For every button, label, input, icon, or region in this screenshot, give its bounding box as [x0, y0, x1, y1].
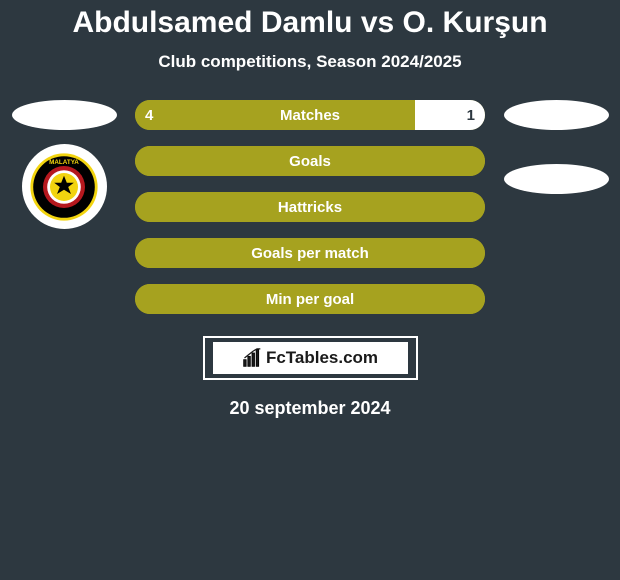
stat-left-value: 4: [145, 107, 175, 124]
right-player-col: [501, 100, 611, 194]
stat-bar: Hattricks: [135, 192, 485, 222]
page-subtitle: Club competitions, Season 2024/2025: [0, 52, 620, 72]
svg-text:MALATYA: MALATYA: [49, 158, 79, 165]
comparison-row: MALATYA 4Matches1 Goals Hattricks Goals per…: [0, 100, 620, 314]
crest-icon: MALATYA: [29, 152, 99, 222]
stat-label: Hattricks: [175, 199, 445, 216]
player-flag-right: [504, 100, 609, 130]
stat-bars: 4Matches1 Goals Hattricks Goals per match Mi…: [135, 100, 485, 314]
left-player-col: MALATYA: [9, 100, 119, 229]
page-title: Abdulsamed Damlu vs O. Kurşun: [0, 6, 620, 40]
stat-bar: 4Matches1: [135, 100, 485, 130]
stat-bar: Goals: [135, 146, 485, 176]
chart-icon: [242, 348, 262, 368]
brand-text: FcTables.com: [266, 348, 378, 368]
player-flag-left: [12, 100, 117, 130]
stat-label: Goals per match: [175, 245, 445, 262]
brand-box: FcTables.com: [203, 336, 418, 380]
date-line: 20 september 2024: [0, 398, 620, 419]
stat-bar: Goals per match: [135, 238, 485, 268]
stat-bar: Min per goal: [135, 284, 485, 314]
stat-label: Min per goal: [175, 291, 445, 308]
stat-label: Matches: [175, 107, 445, 124]
stat-label: Goals: [175, 153, 445, 170]
stat-right-value: 1: [445, 107, 475, 124]
club-crest-right: [504, 164, 609, 194]
club-crest-left: MALATYA: [22, 144, 107, 229]
